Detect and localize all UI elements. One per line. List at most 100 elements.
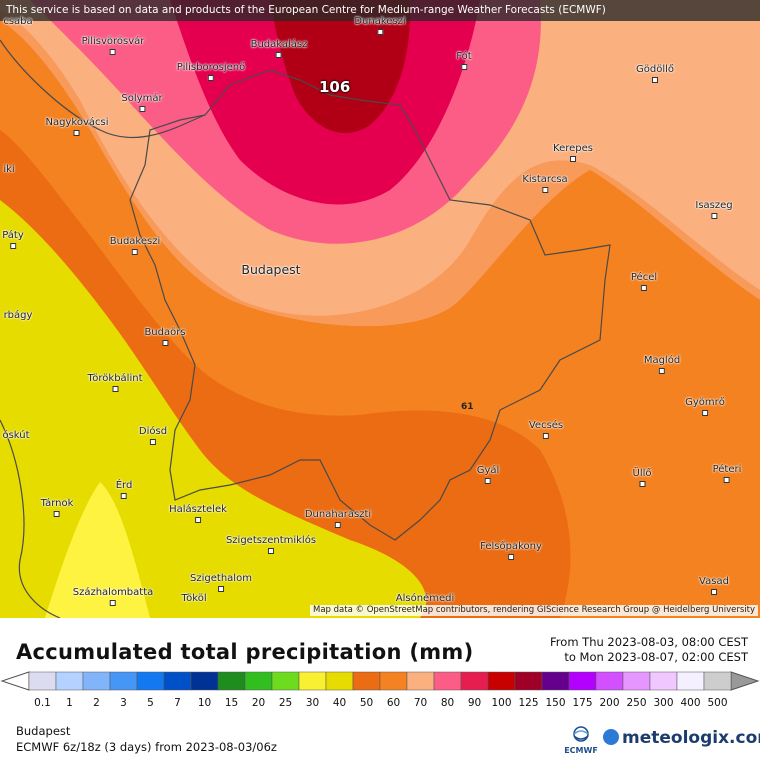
location-label: Budapest <box>16 724 71 738</box>
color-swatch <box>433 671 462 691</box>
color-swatch <box>460 671 489 691</box>
scale-tick-label: 15 <box>224 697 239 709</box>
color-swatch <box>136 671 165 691</box>
place-oskut-partial: óskút <box>2 430 30 441</box>
place-iki-partial: iki <box>3 164 15 175</box>
place-szigethalom: Szigethalom <box>190 573 252 592</box>
color-swatch <box>190 671 219 691</box>
place-felsopakony: Felsőpakony <box>480 541 542 560</box>
place-pecel: Pécel <box>631 272 657 291</box>
place-erd: Érd <box>116 480 132 499</box>
zone-125-150 <box>270 0 411 134</box>
place-torokbalint: Törökbálint <box>87 373 143 392</box>
budapest-boundary <box>129 69 611 541</box>
scale-tick-label: 40 <box>332 697 347 709</box>
ecmwf-logo: ECMWF <box>559 726 603 755</box>
model-run-label: ECMWF 6z/18z (3 days) from 2023-08-03/06… <box>16 740 277 754</box>
place-budakeszi: Budakeszi <box>110 236 160 255</box>
color-swatch <box>649 671 678 691</box>
scale-tick-label: 70 <box>413 697 428 709</box>
place-budapest: Budapest <box>241 262 301 277</box>
color-swatch <box>379 671 408 691</box>
zone-30-40 <box>45 482 150 618</box>
scale-tick-label: 10 <box>197 697 212 709</box>
color-swatch <box>406 671 435 691</box>
place-isaszeg: Isaszeg <box>695 200 733 219</box>
place-pilisborosjeno: Pilisborosjenő <box>177 62 245 81</box>
place-csaba-partial: csaba <box>3 16 33 27</box>
place-diosd: Diósd <box>139 426 167 445</box>
scale-tick-label: 175 <box>572 697 593 709</box>
color-scale-bar <box>0 671 760 691</box>
color-swatch <box>514 671 543 691</box>
place-alsonemedi: Alsónémedi <box>395 593 455 604</box>
scale-tick-label: 5 <box>147 697 154 709</box>
place-kerepes: Kerepes <box>553 143 593 162</box>
ecmwf-logo-text: ECMWF <box>564 746 598 755</box>
place-vecses: Vecsés <box>529 420 563 439</box>
place-kistarcsa: Kistarcsa <box>522 174 568 193</box>
scale-tick-label: 20 <box>251 697 266 709</box>
place-paty-partial: Páty <box>2 230 24 249</box>
place-dunaharaszti: Dunaharaszti <box>305 509 371 528</box>
county-border <box>0 39 206 618</box>
place-godollo: Gödöllő <box>636 64 674 83</box>
place-budakalasz: Budakalász <box>251 39 307 58</box>
scale-tick-label: 50 <box>359 697 374 709</box>
place-peteri: Péteri <box>713 464 741 483</box>
color-swatch <box>28 671 57 691</box>
meteologix-brand[interactable]: meteologix.com <box>603 728 760 748</box>
map-attribution: Map data © OpenStreetMap contributors, r… <box>310 605 758 616</box>
ecmwf-logo-icon <box>573 726 589 742</box>
scale-tick-label: 80 <box>440 697 455 709</box>
precipitation-fill-layers <box>0 0 760 618</box>
place-nagykovacsi: Nagykovácsi <box>46 117 108 136</box>
place-pilisvorosvar: Pilisvörösvár <box>82 36 144 55</box>
zone-60-70-lower <box>0 130 571 618</box>
place-gyal: Gyál <box>477 465 499 484</box>
place-szazhalombatta: Százhalombatta <box>73 587 153 606</box>
place-solymar: Solymár <box>121 93 163 112</box>
place-fot: Fót <box>456 51 472 70</box>
place-szigetszentmiklos: Szigetszentmiklós <box>226 535 316 554</box>
color-swatches <box>28 671 732 691</box>
color-swatch <box>352 671 381 691</box>
scale-tick-label: 500 <box>707 697 728 709</box>
scale-tick-label: 25 <box>278 697 293 709</box>
scale-tick-label: 250 <box>626 697 647 709</box>
place-vasad: Vasad <box>699 576 729 595</box>
zone-50-60 <box>0 20 760 618</box>
scale-tick-label: 125 <box>518 697 539 709</box>
scale-tick-label: 100 <box>491 697 512 709</box>
color-swatch <box>82 671 111 691</box>
precipitation-map[interactable]: This service is based on data and produc… <box>0 0 760 618</box>
legend-title: Accumulated total precipitation (mm) <box>16 640 474 664</box>
color-swatch <box>568 671 597 691</box>
color-swatch <box>487 671 516 691</box>
color-swatch <box>622 671 651 691</box>
period-from: From Thu 2023-08-03, 08:00 CEST <box>550 635 748 649</box>
scale-tick-label: 7 <box>174 697 181 709</box>
scale-tick-label: 3 <box>120 697 127 709</box>
period-to: to Mon 2023-08-07, 02:00 CEST <box>564 650 748 664</box>
meteologix-logo-icon <box>603 729 619 745</box>
color-swatch <box>676 671 705 691</box>
place-halasztelek: Halásztelek <box>169 504 227 523</box>
color-swatch <box>244 671 273 691</box>
meteologix-brand-text: meteologix.com <box>622 728 760 748</box>
place-rbagy-partial: rbágy <box>3 310 33 321</box>
place-maglod: Maglód <box>644 355 680 374</box>
colorbar-left-arrow <box>0 671 30 691</box>
color-swatch <box>271 671 300 691</box>
color-swatch <box>109 671 138 691</box>
color-swatch <box>298 671 327 691</box>
max-value-label: 106 <box>319 78 351 96</box>
scale-tick-label: 0.1 <box>34 697 51 709</box>
scale-tick-label: 2 <box>93 697 100 709</box>
scale-tick-label: 30 <box>305 697 320 709</box>
colorbar-right-arrow <box>730 671 760 691</box>
place-ullo: Üllő <box>633 468 652 487</box>
color-swatch <box>703 671 732 691</box>
scale-tick-label: 200 <box>599 697 620 709</box>
